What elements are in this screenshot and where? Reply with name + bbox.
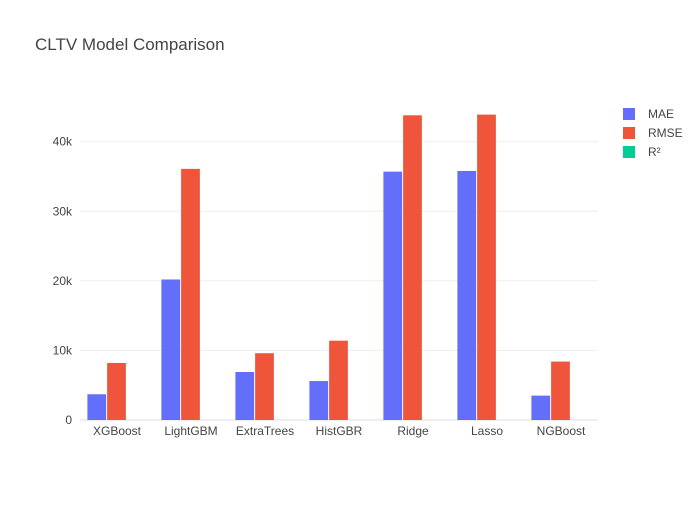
legend-item-2[interactable]: RMSE — [623, 126, 683, 140]
legend-label: RMSE — [648, 126, 683, 140]
bar-rmse-histgbr[interactable] — [329, 341, 348, 420]
bar-mae-ridge[interactable] — [383, 172, 402, 420]
legend-item-1[interactable]: MAE — [623, 107, 674, 121]
x-tick-label: Lasso — [471, 424, 503, 438]
bar-rmse-lightgbm[interactable] — [181, 169, 200, 420]
bar-mae-lightgbm[interactable] — [161, 279, 180, 420]
x-tick-label: XGBoost — [93, 424, 142, 438]
bar-rmse-lasso[interactable] — [477, 115, 496, 420]
legend[interactable]: MAE RMSE R² — [623, 107, 683, 159]
legend-label: MAE — [648, 107, 674, 121]
legend-item-3[interactable]: R² — [623, 145, 661, 159]
legend-label: R² — [648, 145, 661, 159]
y-tick-label: 0 — [65, 413, 72, 427]
x-tick-label: LightGBM — [164, 424, 217, 438]
y-tick-label: 40k — [53, 135, 73, 149]
y-tick-label: 20k — [53, 274, 73, 288]
x-tick-label: HistGBR — [316, 424, 363, 438]
bar-rmse-ridge[interactable] — [403, 115, 422, 420]
x-tick-label: NGBoost — [537, 424, 586, 438]
bar-mae-lasso[interactable] — [457, 171, 476, 420]
chart-title: CLTV Model Comparison — [35, 35, 225, 54]
y-axis: 0 10k 20k 30k 40k — [53, 135, 73, 427]
bar-rmse-extratrees[interactable] — [255, 353, 274, 420]
bars — [87, 115, 589, 420]
x-tick-label: Ridge — [397, 424, 429, 438]
bar-mae-extratrees[interactable] — [235, 372, 254, 420]
bar-mae-histgbr[interactable] — [309, 381, 328, 420]
x-tick-label: ExtraTrees — [236, 424, 294, 438]
legend-swatch — [623, 127, 635, 139]
x-axis: XGBoost LightGBM ExtraTrees HistGBR Ridge Las… — [93, 424, 586, 438]
bar-rmse-xgboost[interactable] — [107, 363, 126, 420]
bar-rmse-ngboost[interactable] — [551, 362, 570, 420]
legend-swatch — [623, 146, 635, 158]
legend-swatch — [623, 108, 635, 120]
bar-mae-ngboost[interactable] — [531, 396, 550, 420]
bar-mae-xgboost[interactable] — [87, 394, 106, 420]
y-tick-label: 10k — [53, 343, 73, 357]
y-tick-label: 30k — [53, 204, 73, 218]
